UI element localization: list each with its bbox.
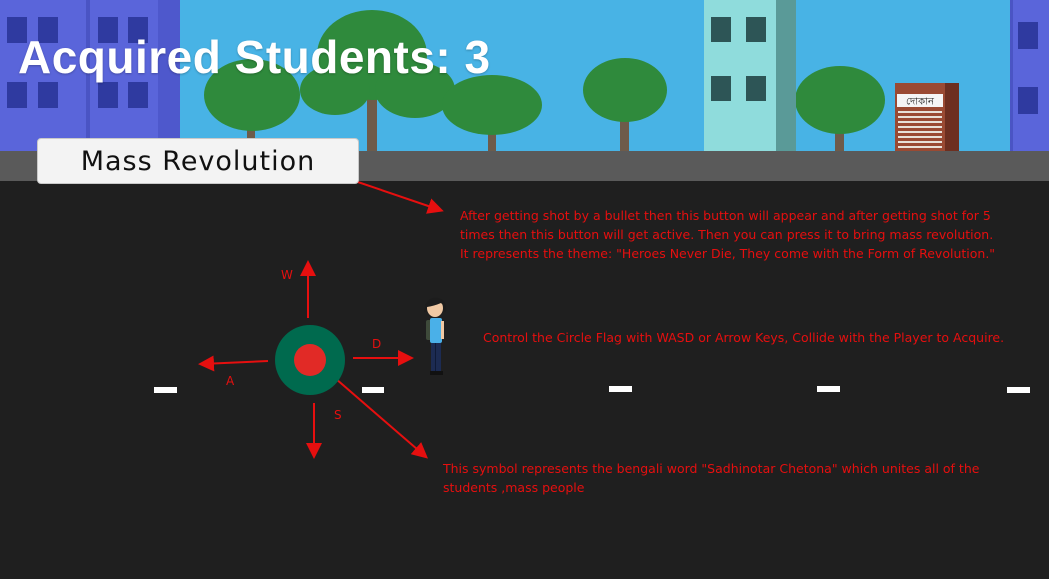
acquired-students-counter: Acquired Students: 3 (18, 31, 491, 83)
mass-revolution-button[interactable]: Mass Revolution (37, 138, 359, 184)
road (0, 181, 1049, 579)
shop-sign: দোকান (906, 97, 935, 108)
key-label-d: D (372, 337, 382, 351)
symbol-note: This symbol represents the bengali word … (443, 461, 980, 495)
tree-4 (583, 58, 667, 152)
key-label-w: W (281, 268, 293, 282)
building-right (1010, 0, 1049, 152)
key-label-a: A (226, 374, 235, 388)
circle-flag[interactable] (275, 325, 345, 395)
player-character (424, 297, 447, 375)
mass-revolution-note: After getting shot by a bullet then this… (460, 208, 996, 261)
tree-2 (300, 10, 455, 152)
lane-dash (1007, 387, 1030, 393)
arrow-to-symbol-note (327, 371, 429, 459)
building-left (0, 0, 180, 152)
lane-dash (609, 386, 632, 392)
lane-markings (154, 386, 1030, 393)
shop-sign-board (897, 94, 943, 107)
key-label-s: S (334, 408, 342, 422)
arrow-left (198, 355, 269, 372)
control-note: Control the Circle Flag with WASD or Arr… (483, 330, 1005, 345)
lane-dash (154, 387, 177, 393)
shop: দোকান (895, 83, 959, 152)
tree-3 (442, 75, 542, 152)
arrow-to-button-note (348, 178, 444, 214)
lane-dash (362, 387, 384, 393)
lane-dash (817, 386, 840, 392)
tree-5 (795, 66, 885, 152)
annotation-arrows (198, 178, 444, 459)
tree-1 (204, 59, 300, 152)
building-teal (704, 0, 796, 152)
